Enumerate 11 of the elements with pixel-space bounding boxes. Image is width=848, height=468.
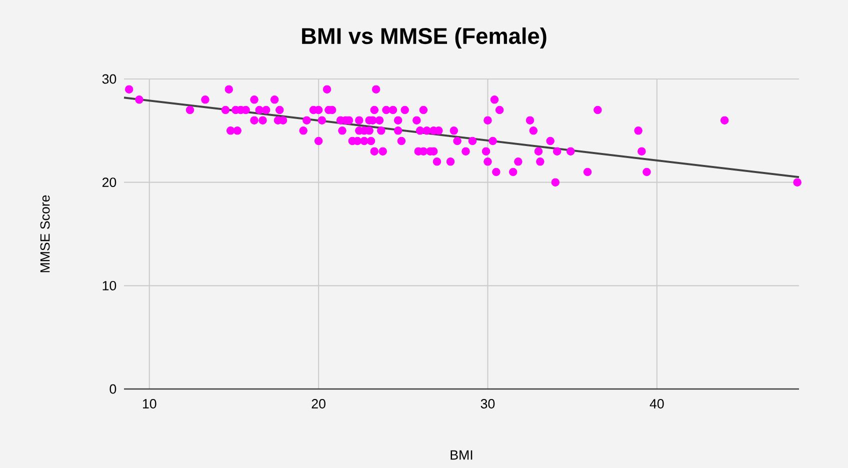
x-axis-title: BMI: [450, 450, 472, 460]
y-tick-label: 10: [102, 280, 116, 290]
chart-title: BMI vs MMSE (Female): [302, 27, 546, 49]
x-tick-label: 10: [142, 399, 156, 408]
x-tick-label: 20: [312, 399, 326, 408]
y-tick-label: 0: [110, 384, 116, 394]
y-tick-label: 20: [102, 178, 116, 188]
x-tick-label: 40: [650, 399, 664, 408]
y-tick-label: 30: [102, 74, 116, 84]
x-tick-label: 30: [480, 399, 495, 408]
y-axis-title: MMSE Score: [40, 195, 50, 272]
